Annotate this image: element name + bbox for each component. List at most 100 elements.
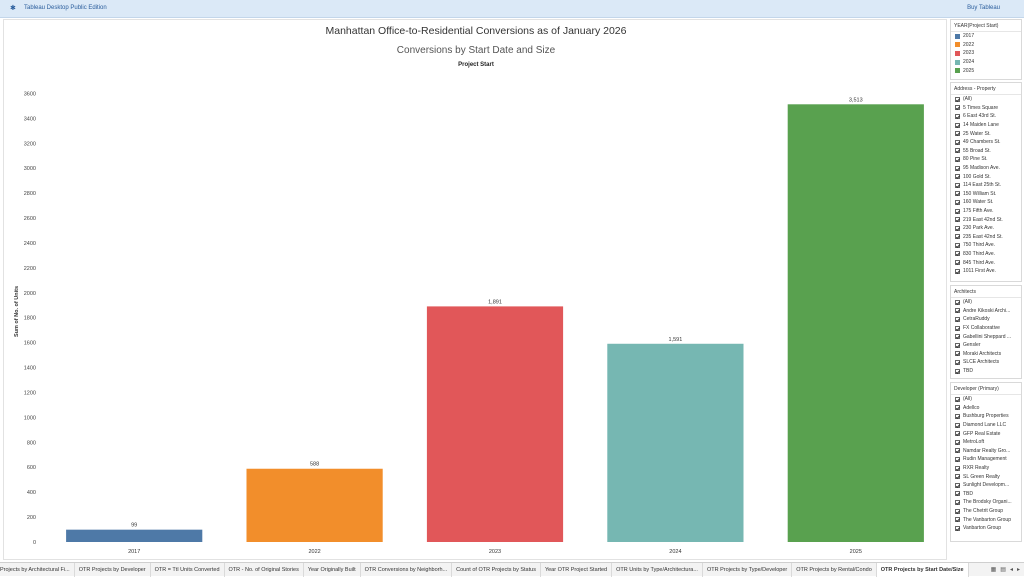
filter-item[interactable]: Namdar Realty Gro... (951, 447, 1021, 456)
checkbox-checked-icon[interactable] (955, 482, 960, 488)
checkbox-checked-icon[interactable] (955, 334, 960, 340)
checkbox-checked-icon[interactable] (955, 517, 960, 523)
legend-item[interactable]: 2023 (951, 49, 1021, 58)
checkbox-checked-icon[interactable] (955, 359, 960, 365)
sheet-tab[interactable]: OTR Conversions by Neighborh... (361, 563, 453, 577)
filter-item[interactable]: 55 Broad St. (951, 147, 1021, 156)
checkbox-checked-icon[interactable] (955, 174, 960, 180)
filter-item[interactable]: 114 East 25th St. (951, 181, 1021, 190)
checkbox-checked-icon[interactable] (955, 405, 960, 411)
filter-item[interactable]: 175 Fifth Ave. (951, 207, 1021, 216)
checkbox-checked-icon[interactable] (955, 431, 960, 437)
prev-icon[interactable]: ◂ (1009, 567, 1013, 573)
sheet-tab[interactable]: OTR Projects by Rental/Condo (792, 563, 877, 577)
filter-item[interactable]: 5 Times Square (951, 104, 1021, 113)
filter-item[interactable]: 235 East 42nd St. (951, 233, 1021, 242)
checkbox-checked-icon[interactable] (955, 351, 960, 357)
checkbox-checked-icon[interactable] (955, 456, 960, 462)
filter-item[interactable]: Gabellini Sheppard ... (951, 332, 1021, 341)
checkbox-checked-icon[interactable] (955, 474, 960, 480)
checkbox-checked-icon[interactable] (955, 465, 960, 471)
filter-item[interactable]: RXR Realty (951, 464, 1021, 473)
checkbox-checked-icon[interactable] (955, 96, 960, 102)
checkbox-checked-icon[interactable] (955, 234, 960, 240)
checkbox-checked-icon[interactable] (955, 491, 960, 497)
filter-item[interactable]: The Brodsky Organi... (951, 498, 1021, 507)
checkbox-checked-icon[interactable] (955, 122, 960, 128)
filter-item[interactable]: MetroLoft (951, 438, 1021, 447)
next-icon[interactable]: ▸ (1016, 567, 1020, 573)
bar[interactable] (426, 306, 564, 542)
filter-item[interactable]: 95 Madison Ave. (951, 164, 1021, 173)
bar[interactable] (66, 529, 203, 542)
bar[interactable] (787, 104, 924, 542)
filter-item[interactable]: Gensler (951, 341, 1021, 350)
sheet-tab[interactable]: Projects by Architectural Fi... (0, 563, 75, 577)
filter-item[interactable]: 49 Chambers St. (951, 138, 1021, 147)
checkbox-checked-icon[interactable] (955, 165, 960, 171)
legend-item[interactable]: 2022 (951, 41, 1021, 50)
sheet-tab[interactable]: OTR = Ttl Units Converted (151, 563, 225, 577)
checkbox-checked-icon[interactable] (955, 225, 960, 231)
checkbox-checked-icon[interactable] (955, 131, 960, 137)
checkbox-checked-icon[interactable] (955, 191, 960, 197)
sheet-tab[interactable]: OTR Projects by Developer (75, 563, 151, 577)
filter-item[interactable]: (All) (951, 298, 1021, 307)
checkbox-checked-icon[interactable] (955, 525, 960, 531)
checkbox-checked-icon[interactable] (955, 308, 960, 314)
filter-item[interactable]: 845 Third Ave. (951, 258, 1021, 267)
filter-item[interactable]: 6 East 43rd St. (951, 112, 1021, 121)
sheet-tab[interactable]: Year Originally Built (304, 563, 361, 577)
checkbox-checked-icon[interactable] (955, 242, 960, 248)
checkbox-checked-icon[interactable] (955, 268, 960, 274)
legend-item[interactable]: 2017 (951, 32, 1021, 41)
checkbox-checked-icon[interactable] (955, 260, 960, 266)
checkbox-checked-icon[interactable] (955, 508, 960, 514)
filter-item[interactable]: CetraRuddy (951, 315, 1021, 324)
checkbox-checked-icon[interactable] (955, 439, 960, 445)
checkbox-checked-icon[interactable] (955, 182, 960, 188)
checkbox-checked-icon[interactable] (955, 448, 960, 454)
bar[interactable] (607, 343, 744, 542)
sheet-tab[interactable]: OTR Units by Type/Architectura... (612, 563, 703, 577)
sheet-tab[interactable]: OTR - No. of Original Stories (225, 563, 304, 577)
sheet-tab[interactable]: OTR Projects by Type/Developer (703, 563, 793, 577)
checkbox-checked-icon[interactable] (955, 422, 960, 428)
filter-item[interactable]: Diamond Lane LLC (951, 421, 1021, 430)
filter-item[interactable]: The Vanbarton Group (951, 515, 1021, 524)
filter-item[interactable]: 160 Water St. (951, 198, 1021, 207)
filter-item[interactable]: The Chetrit Group (951, 507, 1021, 516)
filter-item[interactable]: Vanbarton Group (951, 524, 1021, 533)
checkbox-checked-icon[interactable] (955, 316, 960, 322)
list-icon[interactable]: ▤ (1000, 567, 1006, 573)
checkbox-checked-icon[interactable] (955, 499, 960, 505)
checkbox-checked-icon[interactable] (955, 396, 960, 402)
filter-item[interactable]: 830 Third Ave. (951, 250, 1021, 259)
legend-item[interactable]: 2025 (951, 66, 1021, 75)
filter-item[interactable]: SL Green Realty (951, 472, 1021, 481)
checkbox-checked-icon[interactable] (955, 156, 960, 162)
filter-item[interactable]: (All) (951, 395, 1021, 404)
filter-item[interactable]: 80 Pine St. (951, 155, 1021, 164)
checkbox-checked-icon[interactable] (955, 139, 960, 145)
checkbox-checked-icon[interactable] (955, 325, 960, 331)
checkbox-checked-icon[interactable] (955, 199, 960, 205)
checkbox-checked-icon[interactable] (955, 299, 960, 305)
sheet-tab[interactable]: Year OTR Project Started (541, 563, 613, 577)
filter-item[interactable]: FX Collaborative (951, 324, 1021, 333)
bar[interactable] (246, 468, 383, 542)
tab-active[interactable]: OTR Projects by Start Date/Size (876, 563, 969, 577)
filter-item[interactable]: 230 Park Ave. (951, 224, 1021, 233)
filter-item[interactable]: TBD (951, 490, 1021, 499)
filter-item[interactable]: 25 Water St. (951, 129, 1021, 138)
checkbox-checked-icon[interactable] (955, 105, 960, 111)
filter-item[interactable]: 1011 First Ave. (951, 267, 1021, 276)
checkbox-checked-icon[interactable] (955, 113, 960, 119)
checkbox-checked-icon[interactable] (955, 148, 960, 154)
grid-icon[interactable]: ▦ (990, 567, 997, 573)
legend-item[interactable]: 2024 (951, 58, 1021, 67)
checkbox-checked-icon[interactable] (955, 413, 960, 419)
checkbox-checked-icon[interactable] (955, 208, 960, 214)
filter-item[interactable]: SLCE Architects (951, 358, 1021, 367)
buy-tableau-link[interactable]: Buy Tableau (967, 5, 1000, 11)
